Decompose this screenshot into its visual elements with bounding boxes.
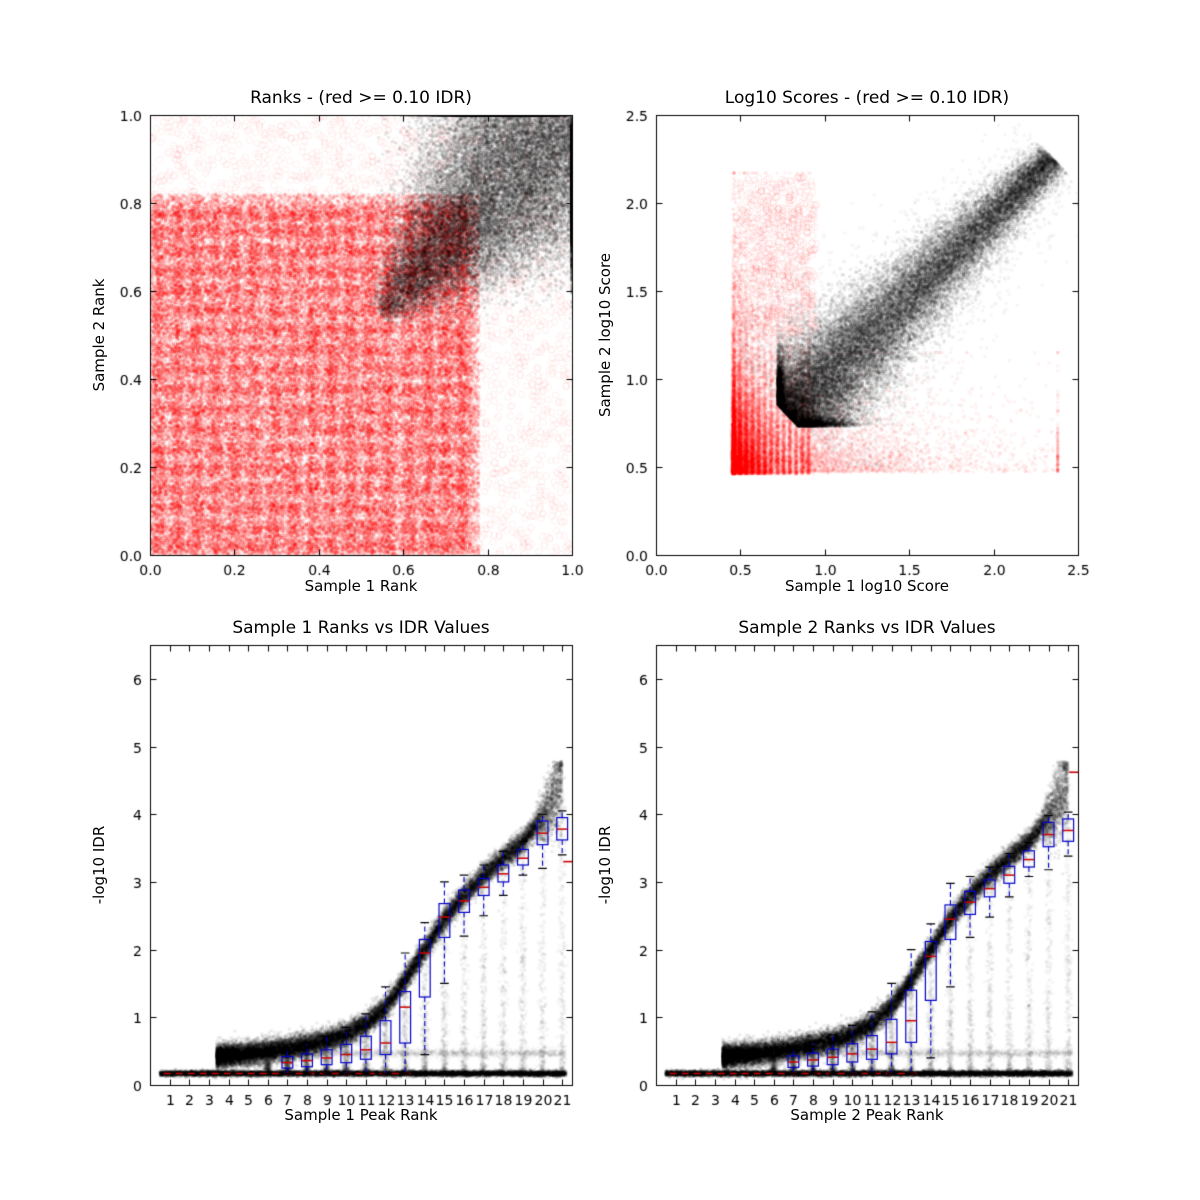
ranks-chart-title: Ranks - (red >= 0.10 IDR) (250, 88, 472, 108)
sample1-idr-chart-xlabel: Sample 1 Peak Rank (284, 1106, 438, 1124)
sample1-idr-chart-title: Sample 1 Ranks vs IDR Values (232, 618, 490, 638)
sample2-idr-chart-ylabel: -log10 IDR (596, 825, 614, 905)
sample2-idr-chart-xlabel: Sample 2 Peak Rank (790, 1106, 944, 1124)
ranks-chart-xlabel: Sample 1 Rank (304, 577, 418, 595)
sample1-idr-chart-ylabel: -log10 IDR (90, 825, 108, 905)
ranks-chart-ylabel: Sample 2 Rank (90, 278, 108, 392)
sample2-idr-chart-title: Sample 2 Ranks vs IDR Values (738, 618, 996, 638)
scores-chart-ylabel: Sample 2 log10 Score (596, 252, 614, 418)
scores-chart-title: Log10 Scores - (red >= 0.10 IDR) (724, 88, 1010, 108)
scores-chart-xlabel: Sample 1 log10 Score (784, 577, 950, 595)
